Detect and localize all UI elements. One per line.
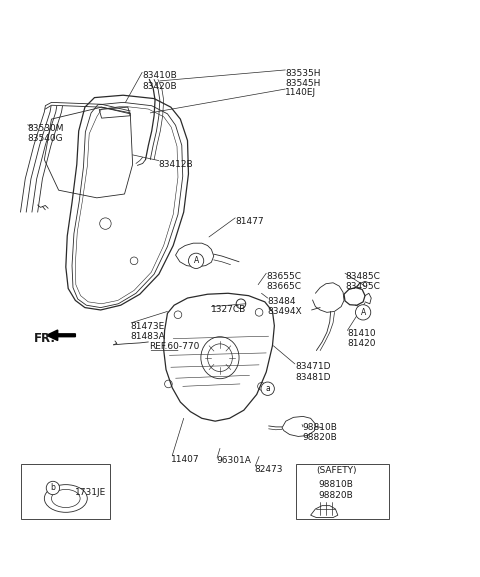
Text: 96301A: 96301A <box>216 456 251 466</box>
Text: 81410
81420: 81410 81420 <box>348 329 376 349</box>
Circle shape <box>46 481 60 494</box>
Circle shape <box>261 382 275 395</box>
Text: A: A <box>193 256 199 265</box>
Text: 83412B: 83412B <box>159 160 193 168</box>
Text: 1140EJ: 1140EJ <box>285 88 316 97</box>
Text: 83485C
83495C: 83485C 83495C <box>345 272 380 291</box>
Text: 83471D
83481D: 83471D 83481D <box>295 362 330 382</box>
Text: (SAFETY): (SAFETY) <box>316 466 357 475</box>
Text: 11407: 11407 <box>171 455 199 463</box>
Text: 83410B
83420B: 83410B 83420B <box>142 72 177 91</box>
Circle shape <box>189 253 204 268</box>
Text: 83535H
83545H: 83535H 83545H <box>285 69 321 88</box>
Text: A: A <box>360 308 366 317</box>
Text: 81473E
81483A: 81473E 81483A <box>130 322 165 342</box>
Text: REF.60-770: REF.60-770 <box>149 342 200 351</box>
Text: 1327CB: 1327CB <box>211 305 247 314</box>
Polygon shape <box>47 330 75 340</box>
Text: b: b <box>50 484 55 493</box>
Text: 1731JE: 1731JE <box>75 488 107 497</box>
Text: 82473: 82473 <box>254 465 283 474</box>
Text: 83484
83494X: 83484 83494X <box>268 297 302 316</box>
Text: 83530M
83540G: 83530M 83540G <box>28 124 64 143</box>
Bar <box>296 464 389 519</box>
Text: 81477: 81477 <box>235 217 264 226</box>
Text: FR.: FR. <box>34 332 56 346</box>
Text: 98810B
98820B: 98810B 98820B <box>302 423 337 443</box>
Text: 98810B
98820B: 98810B 98820B <box>319 480 354 500</box>
Bar <box>22 464 110 519</box>
Circle shape <box>356 305 371 320</box>
Text: a: a <box>265 384 270 393</box>
Text: 83655C
83665C: 83655C 83665C <box>266 272 301 291</box>
